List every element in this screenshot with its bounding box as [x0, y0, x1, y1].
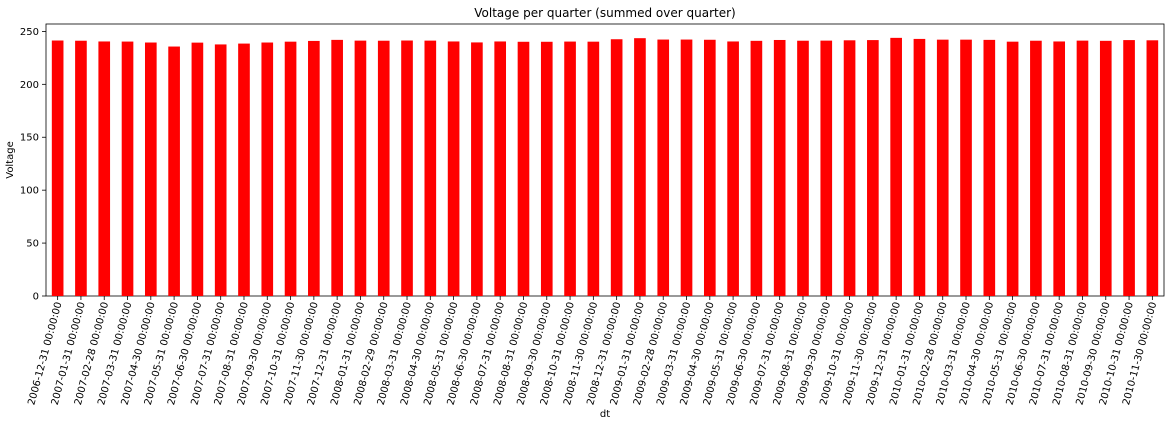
- bar: [1006, 41, 1019, 296]
- y-tick-label: 150: [20, 133, 39, 144]
- bar: [680, 39, 693, 297]
- bar: [750, 40, 763, 296]
- bar: [494, 41, 507, 297]
- bar: [354, 40, 367, 297]
- bar: [191, 42, 204, 296]
- bar: [634, 38, 646, 297]
- bar: [727, 41, 739, 297]
- y-tick-label: 200: [20, 80, 39, 91]
- bar: [308, 40, 320, 297]
- bar: [471, 42, 483, 296]
- bar: [284, 41, 297, 296]
- bar: [867, 40, 879, 297]
- y-tick-label: 0: [33, 292, 39, 303]
- bar: [331, 39, 343, 296]
- bar: [1146, 40, 1159, 296]
- y-tick-label: 250: [20, 27, 39, 38]
- bar: [960, 39, 972, 296]
- bar: [98, 41, 111, 297]
- bar: [238, 43, 250, 296]
- bar: [983, 39, 996, 296]
- bar: [936, 39, 949, 296]
- bar: [75, 40, 87, 296]
- bar: [703, 39, 716, 297]
- bar: [540, 41, 553, 296]
- x-axis-label: dt: [600, 409, 610, 420]
- bar: [820, 40, 833, 297]
- y-tick-label: 50: [26, 239, 39, 250]
- bar: [377, 40, 390, 296]
- bar: [121, 41, 134, 296]
- bar: [144, 42, 157, 296]
- bar: [1030, 40, 1042, 296]
- bar: [843, 40, 856, 296]
- plot-area: [45, 23, 1165, 297]
- bar: [1099, 40, 1112, 296]
- bar: [773, 39, 786, 296]
- y-axis-label: Voltage: [5, 141, 16, 179]
- bar: [587, 41, 600, 296]
- bar: [168, 46, 180, 296]
- bar: [1123, 40, 1135, 297]
- plot-frame: [45, 23, 1165, 297]
- chart-title: Voltage per quarter (summed over quarter…: [474, 6, 735, 20]
- bar: [424, 40, 437, 297]
- bars-group: [51, 37, 1159, 297]
- bar: [1076, 40, 1089, 297]
- bar: [610, 39, 623, 297]
- bar: [214, 44, 227, 297]
- y-tick-label: 100: [20, 186, 39, 197]
- bar: [913, 38, 926, 297]
- bar: [1053, 41, 1066, 297]
- bar: [564, 41, 576, 296]
- y-axis: 0 50 100 150 200 250: [20, 27, 46, 303]
- bar: [797, 40, 809, 296]
- bar: [657, 39, 670, 297]
- bar: [261, 42, 274, 296]
- bar: [401, 40, 413, 297]
- bar: [890, 37, 902, 297]
- bar: [447, 41, 460, 297]
- bar: [517, 41, 530, 296]
- bar: [51, 40, 64, 297]
